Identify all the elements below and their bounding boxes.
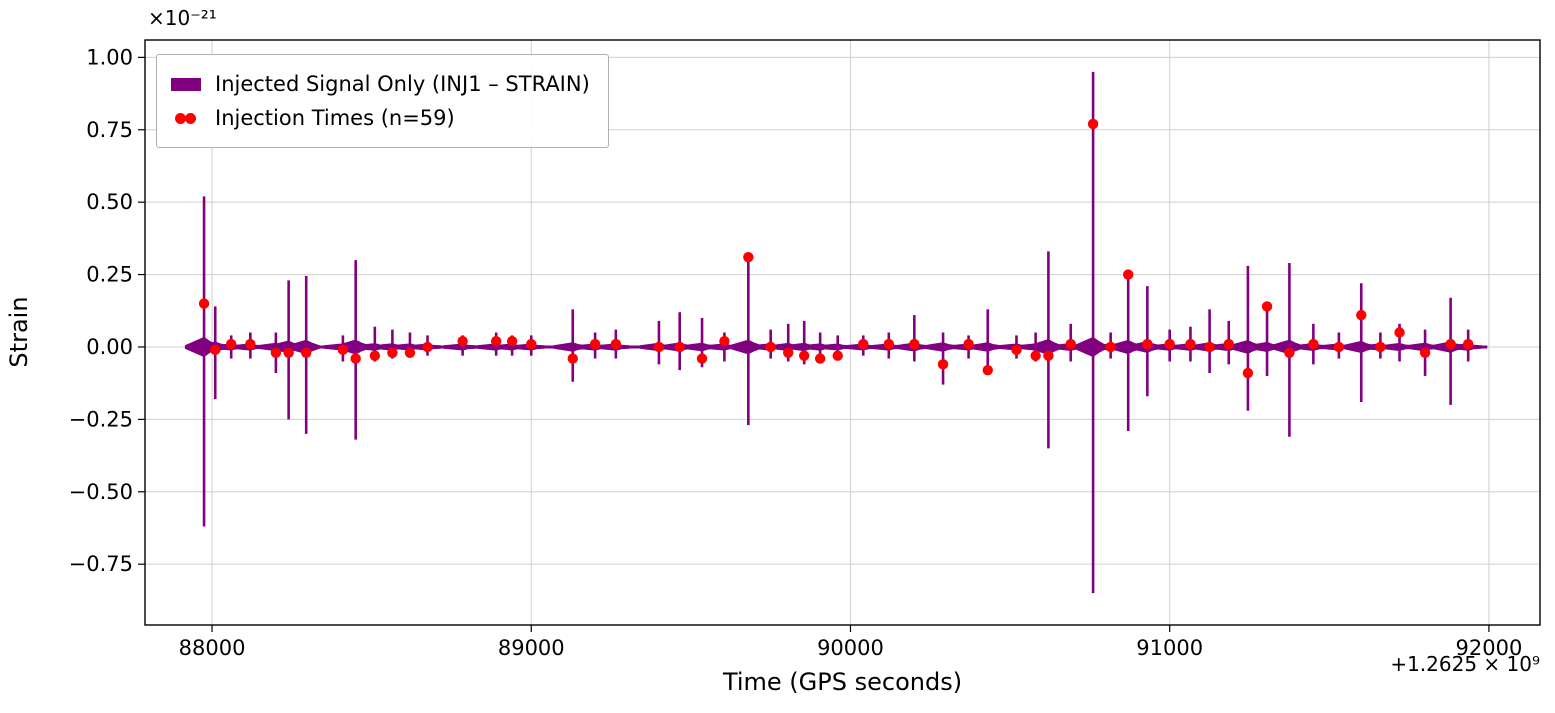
injection-dot <box>490 335 502 347</box>
injection-dot <box>1087 118 1099 130</box>
injection-dot <box>245 338 256 350</box>
x-axis-title: Time (GPS seconds) <box>722 668 963 696</box>
x-tick-label: 88000 <box>179 636 246 660</box>
injection-dot <box>1333 341 1345 353</box>
legend: Injected Signal Only (INJ1 – STRAIN) Inj… <box>156 54 609 148</box>
x-tick-label: 90000 <box>817 636 884 660</box>
y-tick-label: 1.00 <box>86 45 133 69</box>
injection-dot <box>1164 338 1175 350</box>
injection-dot <box>1356 309 1367 321</box>
injection-dot <box>937 359 949 370</box>
legend-marker-injection-dots <box>171 112 201 125</box>
injection-dot <box>798 350 810 361</box>
injection-dot <box>653 341 665 353</box>
y-tick-label: 0.25 <box>86 263 133 287</box>
injection-dot <box>1105 341 1116 353</box>
legend-label-injections: Injection Times (n=59) <box>215 106 455 130</box>
injection-dot <box>696 353 708 364</box>
injection-dot <box>198 298 210 309</box>
y-tick-label: −0.50 <box>69 480 133 504</box>
injection-dot <box>404 347 416 358</box>
injection-dot <box>909 338 920 350</box>
injection-dot <box>1375 341 1386 353</box>
legend-label-signal: Injected Signal Only (INJ1 – STRAIN) <box>215 72 590 96</box>
injection-dot <box>457 335 468 347</box>
injection-dot <box>783 347 794 358</box>
injection-dot <box>1261 301 1273 312</box>
legend-marker-signal-swatch <box>171 77 201 91</box>
injection-dot <box>1204 341 1215 353</box>
injection-dot <box>832 350 843 361</box>
injection-dot <box>1394 327 1405 338</box>
injection-dot <box>589 338 601 350</box>
injection-dot <box>674 341 685 353</box>
injection-dot <box>743 252 754 263</box>
y-tick-label: 0.50 <box>86 190 133 214</box>
injection-dot <box>765 341 776 353</box>
injection-dot <box>883 338 894 350</box>
injection-dot <box>1223 338 1234 350</box>
y-axis-title: Strain <box>5 296 33 368</box>
injection-dot <box>719 335 730 347</box>
injection-dot <box>610 338 622 350</box>
injection-dot <box>1445 338 1456 350</box>
injection-dot <box>1123 269 1134 280</box>
injection-dot <box>210 344 221 356</box>
legend-item-injections: Injection Times (n=59) <box>171 101 590 135</box>
x-tick-label: 89000 <box>498 636 565 660</box>
injection-dot <box>1011 344 1022 356</box>
injection-dot <box>1185 338 1196 350</box>
injection-dot <box>1065 338 1076 350</box>
injection-dot <box>506 335 518 347</box>
injection-dot <box>1462 338 1474 350</box>
injection-dot <box>982 364 993 376</box>
injection-dot <box>350 353 361 364</box>
injection-dot <box>337 344 349 356</box>
x-tick-label: 92000 <box>1456 636 1523 660</box>
legend-item-signal: Injected Signal Only (INJ1 – STRAIN) <box>171 67 590 101</box>
injection-dot <box>422 341 433 353</box>
injection-dot <box>814 353 826 364</box>
injection-dot <box>387 347 398 358</box>
injection-dot <box>225 338 237 350</box>
y-tick-label: 0.00 <box>86 335 133 359</box>
injection-dot <box>858 338 869 350</box>
injection-dot <box>963 338 974 350</box>
x-tick-label: 91000 <box>1136 636 1203 660</box>
plot-border <box>144 39 1541 626</box>
injection-dot <box>567 353 578 364</box>
injection-dot <box>283 347 294 358</box>
injection-dot <box>526 338 537 350</box>
injection-dot <box>1043 350 1054 361</box>
injection-dot <box>1242 367 1254 379</box>
injection-dot <box>369 350 381 361</box>
y-axis-scale-offset: ×10⁻²¹ <box>148 6 217 30</box>
injection-dot <box>301 347 312 358</box>
injection-dot <box>1308 338 1319 350</box>
injection-dot <box>1030 350 1041 361</box>
y-tick-label: −0.75 <box>69 552 133 576</box>
injection-dot <box>270 347 282 358</box>
injection-dot <box>1142 338 1153 350</box>
y-tick-label: −0.25 <box>69 407 133 431</box>
injection-dot <box>1419 347 1431 358</box>
injection-dot <box>1284 347 1295 358</box>
x-axis-offset: +1.2625 × 10⁹ <box>1390 652 1540 676</box>
y-tick-label: 0.75 <box>86 118 133 142</box>
